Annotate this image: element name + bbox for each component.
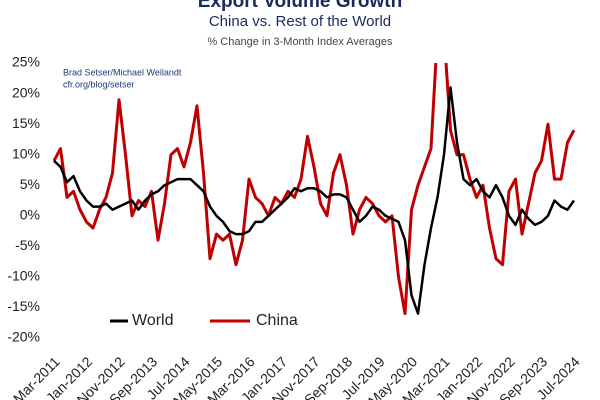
annotation: Brad Setser/Michael Weilandt (63, 67, 182, 77)
y-tick-label: 20% (12, 84, 40, 100)
y-tick-label: -15% (7, 298, 40, 314)
line-series (52, 63, 576, 316)
y-tick-label: -20% (7, 329, 40, 345)
y-tick-label: 25% (12, 54, 40, 70)
y-tick-label: 10% (12, 145, 40, 161)
y-tick-label: -5% (15, 237, 40, 253)
y-tick-label: 0% (20, 206, 40, 222)
y-tick-label: 5% (20, 176, 40, 192)
annotation: cfr.org/blog/setser (63, 79, 135, 89)
chart-title: Export Volume Growth (198, 0, 402, 12)
y-tick-label: -10% (7, 268, 40, 284)
legend-label: China (256, 312, 298, 329)
line-series (53, 86, 576, 315)
chart-subtitle: % Change in 3-Month Index Averages (207, 36, 393, 48)
chart-subtitle: China vs. Rest of the World (209, 13, 391, 30)
y-tick-label: 15% (12, 115, 40, 131)
legend-label: World (132, 312, 174, 329)
